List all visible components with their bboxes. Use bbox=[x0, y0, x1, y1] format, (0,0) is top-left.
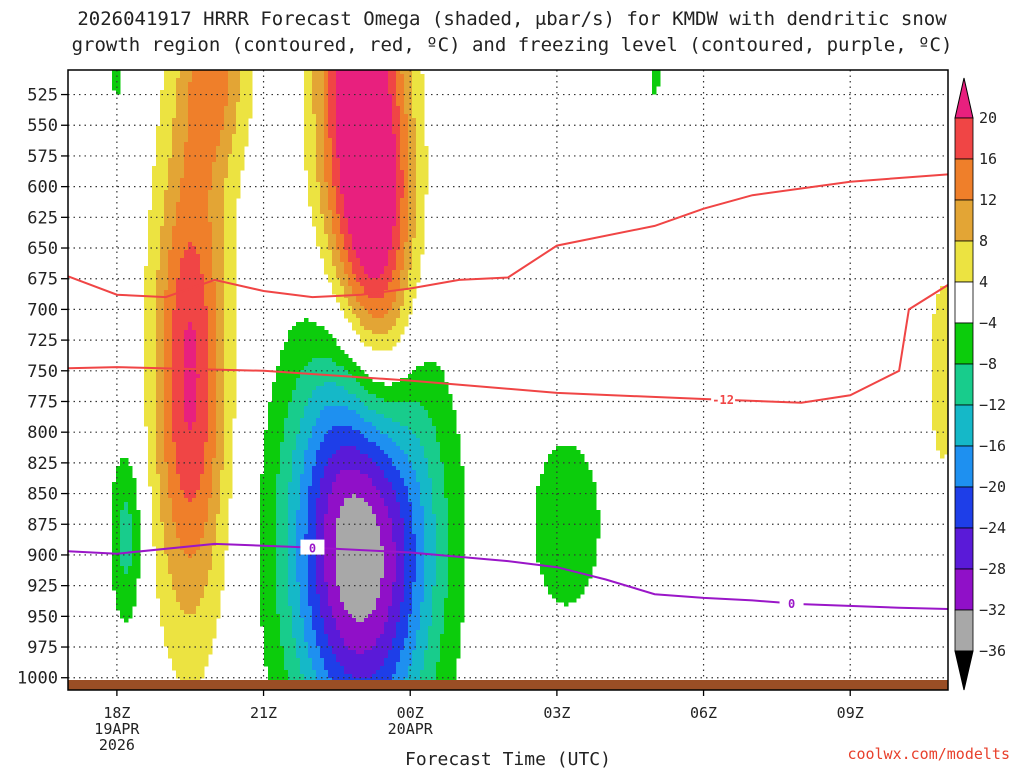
y-tick-label: 625 bbox=[27, 208, 58, 228]
contour-lines: -12 0 0 bbox=[68, 173, 948, 611]
colorbar-label: 4 bbox=[979, 273, 988, 291]
colorbar-label: −36 bbox=[979, 642, 1006, 660]
colorbar-bin bbox=[954, 117, 974, 160]
omega-shading bbox=[112, 70, 948, 690]
y-tick-label: 950 bbox=[27, 607, 58, 627]
y-tick-label: 900 bbox=[27, 546, 58, 566]
x-tick-label: 21Z bbox=[250, 704, 277, 722]
ground-strip bbox=[68, 680, 948, 690]
y-tick-label: 725 bbox=[27, 331, 58, 351]
colorbar-label: −28 bbox=[979, 560, 1006, 578]
colorbar-top-arrow bbox=[954, 77, 974, 119]
y-tick-label: 525 bbox=[27, 86, 58, 106]
colorbar-bin bbox=[954, 199, 974, 242]
y-tick-label: 825 bbox=[27, 454, 58, 474]
colorbar-bin bbox=[954, 527, 974, 570]
y-tick-label: 675 bbox=[27, 270, 58, 290]
contour-label: 0 bbox=[309, 542, 316, 556]
colorbar-bin bbox=[954, 486, 974, 529]
colorbar-label: −16 bbox=[979, 437, 1006, 455]
x-tick-label: 09Z bbox=[837, 704, 864, 722]
colorbar-label: −20 bbox=[979, 478, 1006, 496]
colorbar-bin bbox=[954, 240, 974, 283]
contour-label: -12 bbox=[712, 393, 734, 407]
x-tick-label: 2026 bbox=[99, 736, 135, 754]
y-tick-label: 800 bbox=[27, 423, 58, 443]
colorbar: 20 16 12 8 4 −4 −8 −12 −16 −20 −24 −28 −32 −36 bbox=[954, 77, 1006, 691]
colorbar-label: 20 bbox=[979, 109, 997, 127]
colorbar-label: 12 bbox=[979, 191, 997, 209]
x-tick-label: 18Z bbox=[103, 704, 130, 722]
y-tick-label: 750 bbox=[27, 362, 58, 382]
y-tick-label: 925 bbox=[27, 577, 58, 597]
colorbar-bin bbox=[954, 281, 974, 324]
chart-title-line-1: 2026041917 HRRR Forecast Omega (shaded, … bbox=[77, 8, 947, 30]
x-tick-label: 06Z bbox=[690, 704, 717, 722]
contour-label: 0 bbox=[788, 597, 795, 611]
colorbar-bin bbox=[954, 404, 974, 447]
colorbar-bin bbox=[954, 568, 974, 611]
colorbar-bottom-arrow bbox=[954, 650, 974, 691]
y-tick-label: 850 bbox=[27, 485, 58, 505]
colorbar-label: −4 bbox=[979, 314, 997, 332]
x-tick-label: 19APR bbox=[94, 720, 140, 738]
colorbar-bin bbox=[954, 445, 974, 488]
y-tick-label: 700 bbox=[27, 300, 58, 320]
colorbar-bin bbox=[954, 363, 974, 406]
colorbar-bin bbox=[954, 158, 974, 201]
colorbar-label: 8 bbox=[979, 232, 988, 250]
chart-title-line-2: growth region (contoured, red, ºC) and f… bbox=[71, 34, 953, 56]
x-axis-label: Forecast Time (UTC) bbox=[405, 749, 611, 768]
y-tick-label: 775 bbox=[27, 392, 58, 412]
grid bbox=[68, 70, 948, 690]
colorbar-label: −24 bbox=[979, 519, 1006, 537]
x-tick-label: 00Z bbox=[397, 704, 424, 722]
y-tick-label: 550 bbox=[27, 116, 58, 136]
contour-label-bg bbox=[711, 391, 736, 407]
axes: 525 550 575 600 625 650 675 700 725 750 775 800 825 8… bbox=[17, 86, 864, 768]
y-tick-label: 650 bbox=[27, 239, 58, 259]
y-tick-label: 575 bbox=[27, 147, 58, 167]
plot-frame bbox=[67, 69, 949, 691]
x-tick-label: 20APR bbox=[388, 720, 434, 738]
contour-label-bg bbox=[300, 539, 325, 555]
y-tick-label: 1000 bbox=[17, 669, 58, 689]
y-tick-label: 975 bbox=[27, 638, 58, 658]
colorbar-label: −8 bbox=[979, 355, 997, 373]
contour-label-bg bbox=[779, 594, 804, 610]
x-tick-label: 03Z bbox=[543, 704, 570, 722]
colorbar-label: −12 bbox=[979, 396, 1006, 414]
contour-line bbox=[68, 284, 948, 404]
contour-line bbox=[68, 173, 948, 299]
colorbar-label: −32 bbox=[979, 601, 1006, 619]
y-tick-label: 875 bbox=[27, 515, 58, 535]
credit-link[interactable]: coolwx.com/modelts bbox=[847, 745, 1010, 763]
colorbar-label: 16 bbox=[979, 150, 997, 168]
colorbar-bin bbox=[954, 322, 974, 365]
colorbar-bin bbox=[954, 609, 974, 652]
y-tick-label: 600 bbox=[27, 178, 58, 198]
